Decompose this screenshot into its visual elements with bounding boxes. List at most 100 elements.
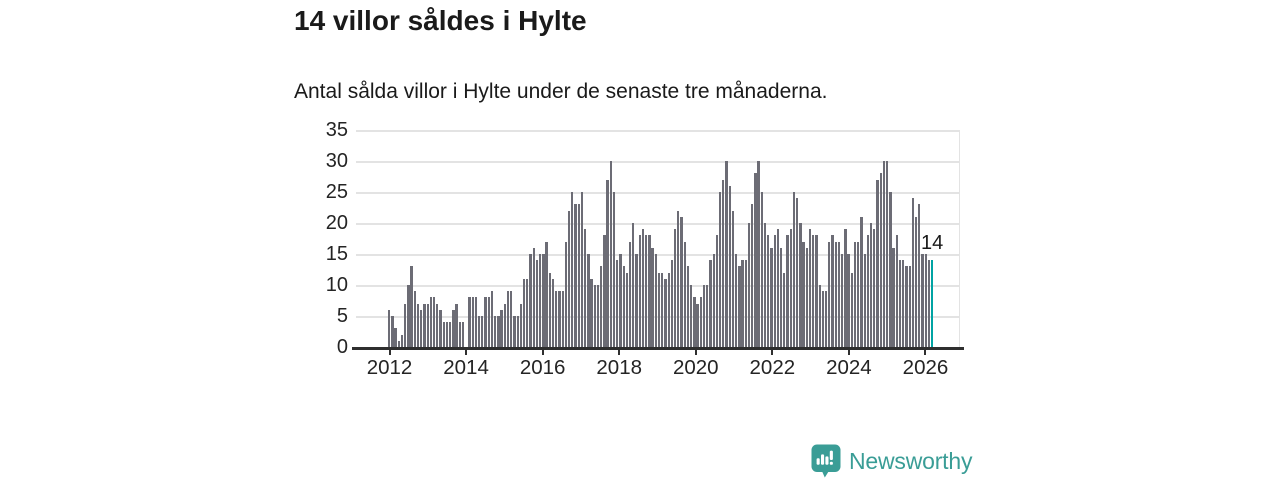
bar (860, 216, 863, 347)
x-axis-tick-2018 (618, 349, 621, 355)
bar (519, 303, 523, 347)
bar (391, 316, 394, 347)
bar (863, 254, 866, 347)
y-axis-label-20: 20 (325, 212, 348, 234)
bar (532, 247, 535, 347)
bar (558, 291, 561, 347)
bar (561, 291, 564, 347)
bar (600, 266, 603, 347)
bar (661, 272, 664, 347)
bar (590, 278, 593, 347)
bar (821, 291, 825, 347)
y-axis-label-0: 0 (336, 336, 348, 358)
bar (545, 241, 548, 347)
bar (484, 297, 487, 347)
bar (516, 316, 519, 347)
bar (677, 210, 680, 347)
bar (439, 309, 442, 347)
y-axis-label-30: 30 (325, 150, 348, 172)
bar (494, 316, 497, 347)
bar (506, 291, 510, 347)
x-axis-label-2020: 2020 (672, 356, 719, 379)
bar (889, 192, 892, 347)
bar (404, 303, 407, 347)
bar (407, 285, 410, 347)
bar (808, 229, 812, 347)
bar (757, 161, 760, 347)
bar (696, 303, 699, 347)
bar (388, 309, 391, 347)
bar (500, 309, 503, 347)
bar (847, 254, 850, 347)
bar (763, 223, 767, 347)
bar (539, 254, 542, 347)
bar (683, 241, 686, 347)
bar (606, 179, 609, 347)
bar (799, 223, 802, 347)
plot-right-border (958, 130, 960, 347)
bar (850, 272, 853, 347)
gridline-5 (356, 316, 959, 318)
bar (718, 192, 722, 347)
newsworthy-logo[interactable]: Newsworthy (811, 444, 972, 478)
bar (715, 235, 719, 347)
bar (876, 179, 879, 347)
bar (869, 223, 873, 347)
bar (673, 229, 677, 347)
x-axis-label-2026: 2026 (902, 356, 949, 379)
chart-title: 14 villor såldes i Hylte (294, 5, 587, 36)
bar (882, 161, 886, 347)
bar (744, 260, 747, 347)
gridline-20 (356, 223, 959, 225)
bar (722, 179, 725, 347)
bar (796, 198, 799, 347)
gridline-25 (356, 192, 959, 194)
bar (657, 272, 661, 347)
bar (529, 254, 532, 347)
chart-subtitle: Antal sålda villor i Hylte under de sena… (294, 80, 828, 103)
bar (638, 235, 641, 347)
bar (853, 241, 857, 347)
bar (751, 204, 754, 347)
x-axis-tick-2014 (465, 349, 468, 355)
x-axis-label-2018: 2018 (596, 356, 642, 379)
bar (792, 192, 796, 347)
bar (667, 272, 670, 347)
bar (879, 173, 882, 347)
bar (918, 204, 921, 347)
bar (921, 254, 924, 347)
bar (436, 303, 439, 347)
bar (664, 278, 667, 347)
x-axis-tick-2012 (388, 349, 391, 355)
y-axis-label-10: 10 (325, 274, 348, 296)
bar (423, 303, 426, 347)
bar (924, 254, 927, 347)
y-axis-label-5: 5 (336, 305, 348, 327)
bar (738, 266, 741, 347)
bar (902, 260, 905, 347)
bar (564, 241, 567, 347)
bar (699, 297, 702, 347)
gridline-15 (356, 254, 959, 256)
bar (895, 235, 898, 347)
bar (693, 297, 696, 347)
bar (513, 316, 516, 347)
bar (426, 303, 429, 347)
y-axis-label-25: 25 (325, 181, 348, 203)
x-axis-line (352, 347, 964, 350)
bar (767, 235, 770, 347)
bar (455, 303, 458, 347)
highlight-value-label: 14 (921, 232, 944, 255)
bar (394, 328, 397, 347)
bar (596, 285, 600, 347)
bar (911, 198, 915, 347)
bar (818, 285, 821, 347)
y-axis-label-35: 35 (325, 119, 348, 141)
bar (458, 322, 461, 347)
bar (741, 260, 744, 347)
bar (548, 272, 551, 347)
bar (760, 192, 763, 347)
bar (577, 204, 580, 347)
bar (892, 247, 895, 347)
